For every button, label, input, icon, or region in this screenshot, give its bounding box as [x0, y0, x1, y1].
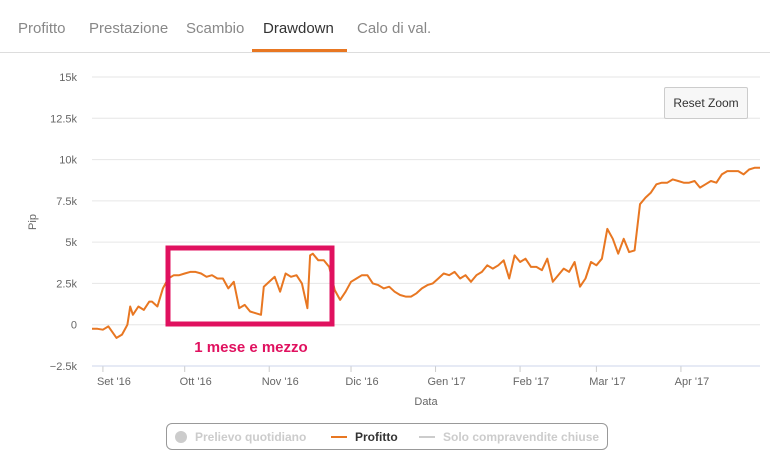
tab-prestazione[interactable]: Prestazione	[89, 20, 169, 37]
x-tick-label: Gen '17	[427, 376, 465, 388]
legend-circle-icon	[175, 431, 187, 443]
chart-legend: Prelievo quotidiano Profitto Solo compra…	[166, 423, 608, 450]
y-tick-label: 7.5k	[56, 196, 77, 208]
x-tick-label: Ott '16	[180, 376, 212, 388]
y-tick-label: −2.5k	[50, 361, 78, 373]
x-axis-ticks: Set '16 Ott '16 Nov '16 Dic '16 Gen '17 Feb '…	[97, 366, 709, 388]
legend-item-prelievo-quotidiano[interactable]: Prelievo quotidiano	[175, 430, 306, 444]
legend-label: Profitto	[355, 430, 398, 444]
tab-drawdown[interactable]: Drawdown	[263, 20, 334, 37]
legend-label: Prelievo quotidiano	[195, 430, 307, 444]
legend-item-solo-compravendite-chiuse[interactable]: Solo compravendite chiuse	[419, 430, 599, 444]
legend-line-icon	[331, 436, 347, 438]
y-tick-label: 12.5k	[50, 113, 77, 125]
tab-calo-di-val[interactable]: Calo di val.	[357, 20, 432, 37]
series-line-profitto	[92, 166, 760, 339]
x-tick-label: Nov '16	[262, 376, 299, 388]
legend-line-icon	[419, 436, 435, 438]
y-axis-ticks: −2.5k 0 2.5k 5k 7.5k 10k 12.5k 15k	[50, 72, 78, 373]
annotation-label: 1 mese e mezzo	[194, 339, 307, 356]
tab-profitto[interactable]: Profitto	[18, 20, 66, 37]
y-axis-title: Pip	[27, 214, 39, 230]
chart-tabs: Profitto Prestazione Scambio Drawdown Ca…	[0, 0, 770, 53]
x-axis-title: Data	[414, 396, 438, 408]
tab-scambio[interactable]: Scambio	[186, 20, 245, 37]
y-tick-label: 10k	[59, 155, 77, 167]
active-tab-underline	[252, 49, 347, 52]
y-tick-label: 15k	[59, 72, 77, 84]
legend-item-profitto[interactable]: Profitto	[331, 430, 398, 444]
annotation-box	[165, 245, 335, 327]
x-tick-label: Apr '17	[675, 376, 710, 388]
x-tick-label: Mar '17	[589, 376, 625, 388]
y-tick-label: 2.5k	[56, 278, 77, 290]
x-tick-label: Set '16	[97, 376, 131, 388]
y-tick-label: 0	[71, 320, 77, 332]
reset-zoom-button[interactable]: Reset Zoom	[664, 87, 748, 119]
legend-label: Solo compravendite chiuse	[443, 430, 600, 444]
x-tick-label: Feb '17	[513, 376, 549, 388]
x-tick-label: Dic '16	[345, 376, 378, 388]
y-tick-label: 5k	[65, 237, 77, 249]
